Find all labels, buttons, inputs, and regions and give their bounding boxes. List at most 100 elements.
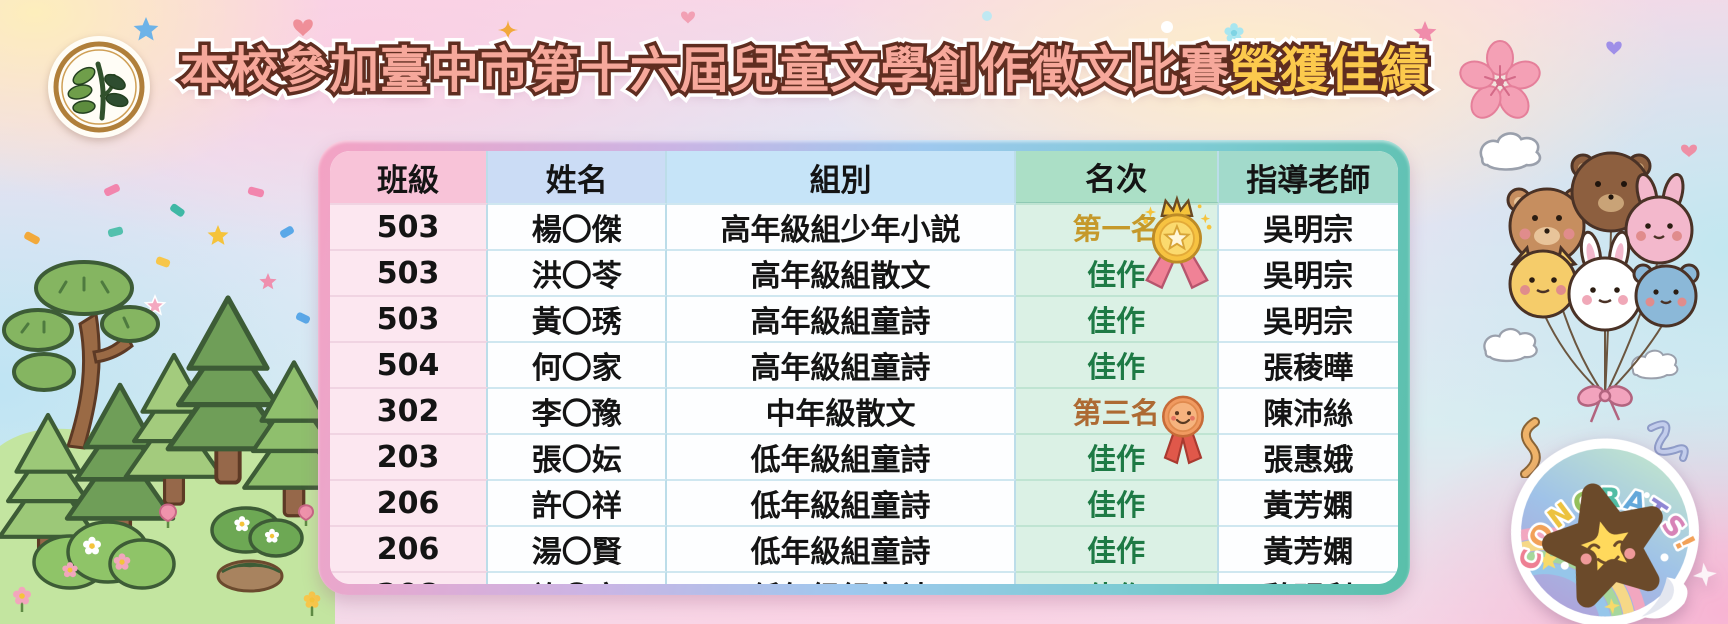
class-cell: 203 <box>330 433 489 479</box>
teacher-cell: 吳明宗 <box>1218 203 1398 249</box>
class-cell: 503 <box>330 249 489 295</box>
cell-text: 張惠娥 <box>1263 443 1354 478</box>
cell-text: 206 <box>376 485 440 521</box>
rank-cell: 佳作 <box>1015 525 1219 571</box>
cell-text: 208 <box>377 578 440 585</box>
cell-text: 張稜曄 <box>1263 351 1354 386</box>
class-cell: 302 <box>330 387 489 433</box>
cell-text: 黃芳嫻 <box>1263 535 1354 570</box>
teacher-cell: 魏明利 <box>1218 571 1398 584</box>
cell-text: 302 <box>376 393 440 429</box>
group-cell: 低年級組童詩 <box>667 571 1016 584</box>
group-cell: 高年級組童詩 <box>667 341 1016 387</box>
cell-text: 高年級組童詩 <box>750 305 931 340</box>
rank-cell: 佳作 <box>1015 433 1219 479</box>
group-cell: 高年級組少年小説 <box>667 203 1016 249</box>
name-cell: 許〇祥 <box>488 479 668 525</box>
title-highlight-text: 榮獲佳績 <box>1230 42 1431 99</box>
congrats-sticker-icon: CONGRATS! <box>1509 438 1717 624</box>
name-cell: 洪〇苓 <box>488 249 668 295</box>
yellow-cat-balloon <box>1508 244 1578 319</box>
sakura-icon <box>1459 40 1541 119</box>
balloons-illustration <box>1479 132 1700 478</box>
cell-text: 何〇家 <box>531 351 622 386</box>
cell-text: 503 <box>376 255 440 291</box>
tall-pine-tree <box>2 260 160 450</box>
forest-illustration <box>0 183 335 624</box>
cell-text: 206 <box>376 531 440 567</box>
awards-table: 班級 姓名 組別 名次 指導老師 503 楊〇傑 高年級組少年小説 第一名 吳明宗 503 洪〇苓高… <box>318 140 1410 595</box>
column-header-name: 姓名 <box>488 151 668 203</box>
cell-text: 佳作 <box>1087 442 1146 476</box>
cell-text: 黃芳嫻 <box>1263 489 1354 524</box>
group-cell: 中年級散文 <box>667 387 1016 433</box>
cell-text: 第一名 <box>1072 212 1160 246</box>
cell-text: 吳明宗 <box>1263 213 1354 248</box>
class-cell: 206 <box>330 525 489 571</box>
white-bunny-balloon <box>1567 230 1643 332</box>
awards-table-inner: 班級 姓名 組別 名次 指導老師 503 楊〇傑 高年級組少年小説 第一名 吳明宗 503 洪〇苓高… <box>330 151 1398 584</box>
rank-cell: 第一名 <box>1015 195 1219 290</box>
cell-text: 低年級組童詩 <box>750 535 931 570</box>
cell-text: 楊〇傑 <box>531 213 622 248</box>
rank-cell: 第三名 <box>1015 387 1219 465</box>
teacher-cell: 陳沛絲 <box>1218 387 1398 433</box>
cell-text: 佳作 <box>1087 534 1146 568</box>
mossy-rock <box>216 559 284 593</box>
teacher-cell: 張惠娥 <box>1218 433 1398 479</box>
rank-cell: 佳作 <box>1015 341 1219 387</box>
rank-cell: 佳作 <box>1015 571 1219 584</box>
teacher-cell: 黃芳嫻 <box>1218 479 1398 525</box>
cell-text: 低年級組童詩 <box>751 573 931 584</box>
class-cell: 206 <box>330 479 489 525</box>
class-cell: 503 <box>330 203 489 249</box>
cell-text: 高年級組少年小説 <box>720 213 961 248</box>
cell-text: 許〇文 <box>532 573 622 584</box>
name-cell: 黃〇琇 <box>488 295 668 341</box>
group-cell: 低年級組童詩 <box>667 479 1016 525</box>
corner-flowers <box>13 586 321 616</box>
class-cell: 208 <box>330 571 489 585</box>
cell-text: 中年級散文 <box>765 397 916 432</box>
title-main-text: 本校參加臺中市第十六屆兒童文學創作徵文比賽 <box>179 42 1230 99</box>
teacher-cell: 吳明宗 <box>1218 295 1398 341</box>
name-cell: 李〇豫 <box>488 387 668 433</box>
pink-bunny-balloon <box>1624 172 1694 265</box>
class-cell: 503 <box>330 295 489 341</box>
cell-text: 黃〇琇 <box>531 305 622 340</box>
cell-text: 陳沛絲 <box>1263 397 1354 432</box>
cell-text: 佳作 <box>1087 488 1146 522</box>
cell-text: 洪〇苓 <box>531 259 622 294</box>
cell-text: 湯〇賢 <box>531 535 622 570</box>
group-cell: 低年級組童詩 <box>667 433 1016 479</box>
cell-text: 佳作 <box>1087 258 1146 292</box>
column-header-teacher: 指導老師 <box>1218 151 1398 203</box>
name-cell: 湯〇賢 <box>488 525 668 571</box>
cell-text: 吳明宗 <box>1263 259 1354 294</box>
cell-text: 第三名 <box>1072 396 1160 430</box>
rank-cell: 佳作 <box>1015 295 1219 341</box>
cell-text: 低年級組童詩 <box>750 443 931 478</box>
blue-bear-balloon <box>1632 263 1700 328</box>
cell-text: 503 <box>376 301 440 337</box>
group-cell: 低年級組童詩 <box>667 525 1016 571</box>
name-cell: 楊〇傑 <box>488 203 668 249</box>
teacher-cell: 張稜曄 <box>1218 341 1398 387</box>
awards-table-grid: 班級 姓名 組別 名次 指導老師 503 楊〇傑 高年級組少年小説 第一名 吳明宗 503 洪〇苓高… <box>330 151 1398 584</box>
name-cell: 張〇妘 <box>488 433 668 479</box>
heart-decor <box>1681 144 1697 157</box>
cell-text: 佳作 <box>1087 574 1145 584</box>
teacher-cell: 吳明宗 <box>1218 249 1398 295</box>
group-cell: 高年級組散文 <box>667 249 1016 295</box>
cell-text: 許〇祥 <box>531 489 622 524</box>
column-header-rank: 名次 <box>1015 151 1219 203</box>
cell-text: 李〇豫 <box>531 397 622 432</box>
page-title: 本校參加臺中市第十六屆兒童文學創作徵文比賽榮獲佳績 本校參加臺中市第十六屆兒童文… <box>173 35 1436 106</box>
rank-cell: 佳作 <box>1015 479 1219 525</box>
teacher-cell: 黃芳嫻 <box>1218 525 1398 571</box>
cell-text: 503 <box>376 209 440 245</box>
smiling-star <box>1542 483 1663 608</box>
confetti <box>24 183 311 324</box>
cell-text: 佳作 <box>1087 350 1146 384</box>
cell-text: 張〇妘 <box>531 443 622 478</box>
